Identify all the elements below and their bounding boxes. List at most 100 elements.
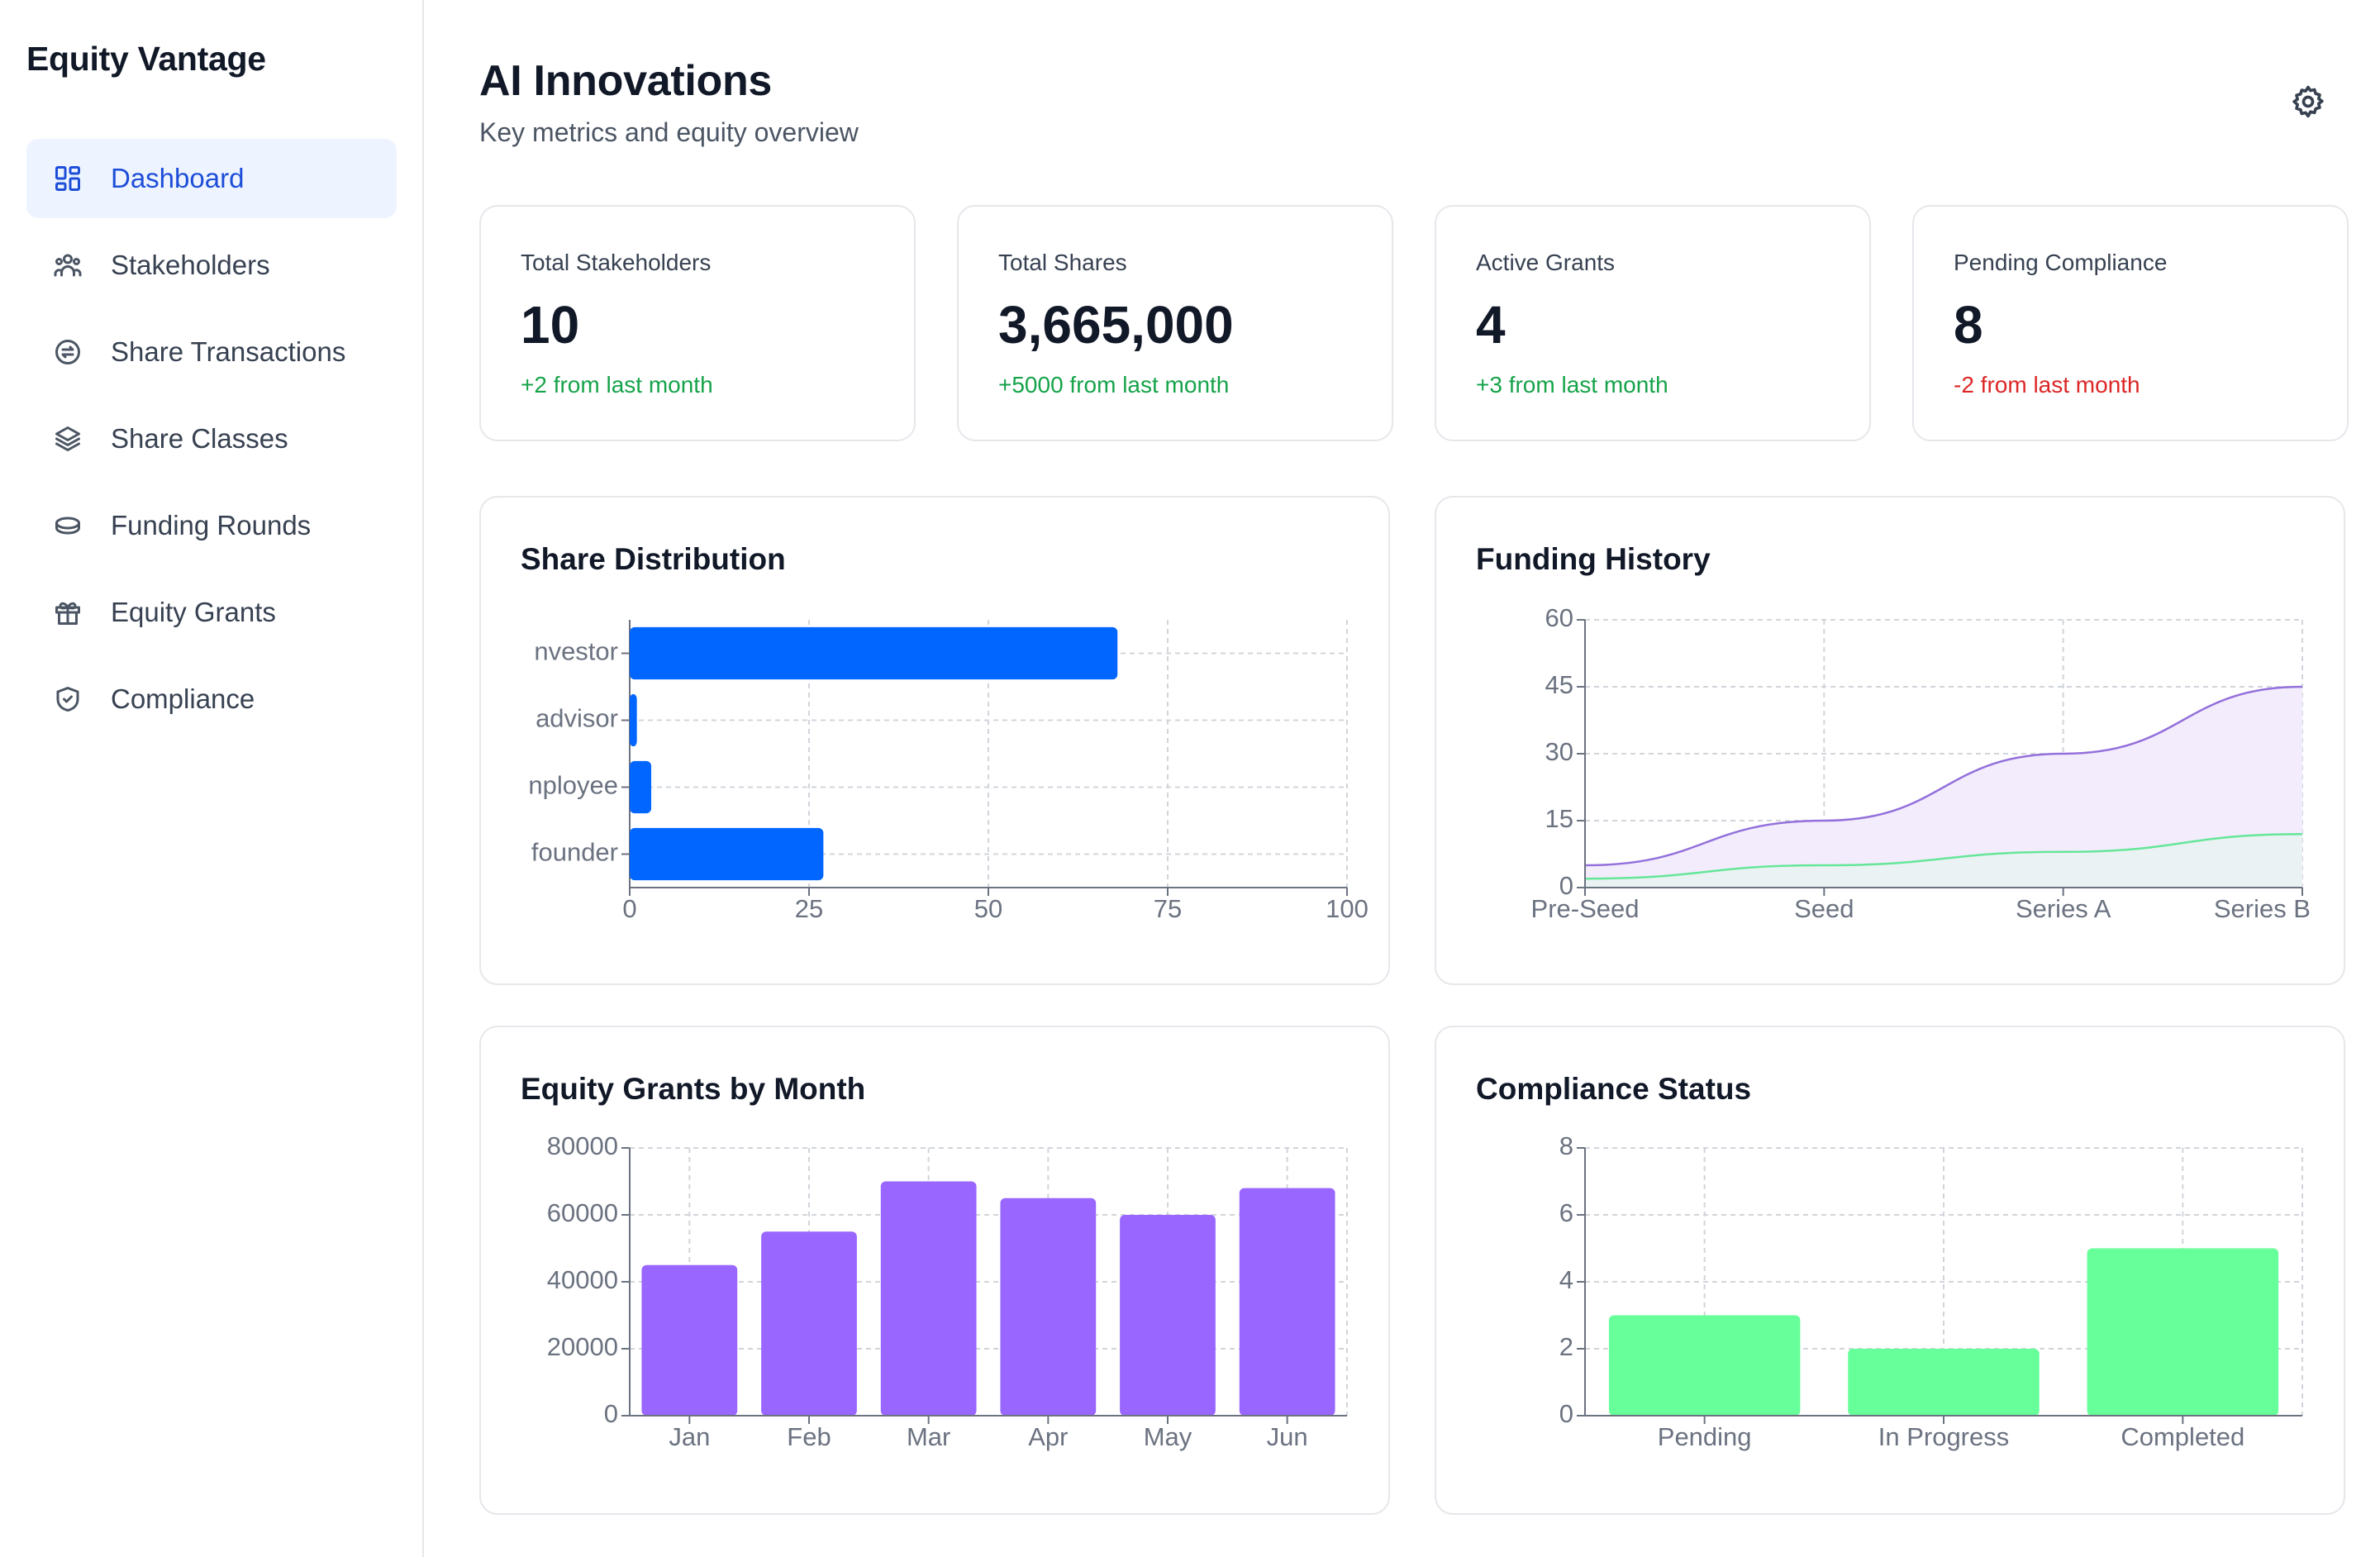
chart-title: Equity Grants by Month [521,1072,866,1106]
sidebar-item-label: Funding Rounds [111,510,312,540]
y-tick-label: 6 [1559,1198,1573,1227]
y-tick-label: 40000 [547,1265,618,1294]
y-tick-label: founder [531,838,618,867]
x-tick-label: 75 [1154,894,1182,923]
stat-delta: +2 from last month [521,372,713,398]
bar-feb [761,1231,857,1416]
bar-jan [641,1264,738,1416]
y-tick-label: 8 [1559,1131,1573,1160]
stat-delta: -2 from last month [1954,372,2140,398]
sidebar-item-share-classes[interactable]: Share Classes [26,399,397,479]
bar-investor [630,626,1118,680]
y-tick-label: 60000 [547,1198,618,1227]
chart-card-equity-grants: Equity Grants by Month Jan Feb Mar Apr May Ju… [479,1026,1390,1515]
y-tick-label: 45 [1545,670,1573,699]
y-tick-label: nployee [528,771,618,800]
sidebar-item-funding-rounds[interactable]: Funding Rounds [26,486,397,565]
y-tick-label: 4 [1559,1265,1573,1294]
x-tick-label: Pending [1658,1422,1752,1451]
line-green [1584,832,2303,880]
x-tick-label: Series A [2016,894,2111,923]
stat-delta: +3 from last month [1476,372,1668,398]
x-tick-label: Completed [2121,1422,2244,1451]
share-distribution-chart: founder nployee advisor nvestor 0 25 50 75 100 [528,620,1368,923]
bar-in-progress [1848,1349,2040,1416]
page-subtitle: Key metrics and equity overview [479,117,859,147]
app-name: Equity Vantage [26,40,266,78]
y-tick-label: 2 [1559,1332,1573,1361]
stat-label: Pending Compliance [1954,250,2168,275]
layers-icon [53,424,83,454]
bar-employee [630,760,652,814]
stat-card-pending-compliance: Pending Compliance 8 -2 from last month [1912,205,2349,441]
x-tick-label: Seed [1794,894,1854,923]
gift-icon [53,598,83,627]
stat-label: Active Grants [1476,250,1616,275]
sidebar-item-compliance[interactable]: Compliance [26,659,397,739]
stat-value: 4 [1476,295,1506,355]
sidebar-item-share-transactions[interactable]: Share Transactions [26,312,397,392]
line-purple [1584,685,2303,867]
x-tick-label: Feb [787,1422,831,1451]
x-tick-label: 100 [1326,894,1368,923]
sidebar-item-equity-grants[interactable]: Equity Grants [26,573,397,652]
stat-card-total-stakeholders: Total Stakeholders 10 +2 from last month [479,205,916,441]
y-tick-label: advisor [536,704,618,733]
bar-pending [1608,1315,1801,1416]
x-tick-label: Pre-Seed [1531,894,1640,923]
bar-advisor [630,693,637,747]
chart-title: Funding History [1476,542,1711,576]
bar-mar [880,1181,977,1416]
y-tick-label: 0 [604,1399,618,1428]
y-tick-label: 0 [1559,871,1573,900]
sidebar-item-label: Share Classes [111,423,288,454]
stat-card-total-shares: Total Shares 3,665,000 +5000 from last m… [957,205,1393,441]
sidebar-item-label: Dashboard [111,163,245,193]
x-tick-label: 0 [622,894,636,923]
x-tick-label: 25 [795,894,823,923]
stat-value: 3,665,000 [998,295,1234,355]
gear-icon [2292,85,2324,118]
sidebar-item-label: Compliance [111,683,255,714]
sidebar: Equity Vantage Dashboard Stakeholders Sh… [0,0,424,1557]
area-green [1585,834,2302,888]
coins-icon [53,511,83,540]
x-tick-label: May [1144,1422,1192,1451]
users-icon [53,250,83,280]
stat-label: Total Shares [998,250,1127,275]
equity-grants-chart: Jan Feb Mar Apr May Jun 0 20000 40000 60000 80000 [547,1131,1348,1451]
chart-title: Share Distribution [521,542,786,576]
funding-history-chart: 0 15 30 45 60 Pre-Seed Seed Series A Series B [1531,603,2311,923]
dashboard-icon [53,164,83,193]
y-tick-label: 0 [1559,1399,1573,1428]
compliance-status-chart: Pending In Progress Completed 0 2 4 6 8 [1559,1131,2303,1451]
bar-may [1120,1215,1216,1416]
y-tick-label: 80000 [547,1131,618,1160]
stat-delta: +5000 from last month [998,372,1230,398]
chart-card-compliance-status: Compliance Status Pending In Progress Comp… [1435,1026,2345,1515]
settings-button[interactable] [2287,81,2329,122]
bar-jun [1239,1188,1335,1416]
y-tick-label: 60 [1545,603,1573,632]
stat-card-active-grants: Active Grants 4 +3 from last month [1435,205,1871,441]
sidebar-item-label: Share Transactions [111,336,346,367]
stat-value: 8 [1954,295,1983,355]
chart-card-funding-history: Funding History 0 15 30 45 60 Pre-Seed Seed Ser… [1435,496,2345,985]
x-tick-label: Apr [1028,1422,1068,1451]
shield-check-icon [53,684,83,714]
x-tick-label: Series B [2214,894,2311,923]
x-tick-label: Jun [1267,1422,1308,1451]
x-tick-label: In Progress [1878,1422,2010,1451]
sidebar-item-stakeholders[interactable]: Stakeholders [26,226,397,305]
sidebar-nav: Dashboard Stakeholders Share Transaction… [26,139,397,746]
stat-label: Total Stakeholders [521,250,712,275]
sidebar-item-dashboard[interactable]: Dashboard [26,139,397,218]
bar-founder [630,827,824,881]
sidebar-item-label: Stakeholders [111,250,270,280]
chart-title: Compliance Status [1476,1072,1752,1106]
x-tick-label: 50 [974,894,1002,923]
page-title: AI Innovations [479,57,773,105]
y-tick-label: 15 [1545,804,1573,833]
x-tick-label: Mar [907,1422,950,1451]
transfer-icon [53,337,83,367]
